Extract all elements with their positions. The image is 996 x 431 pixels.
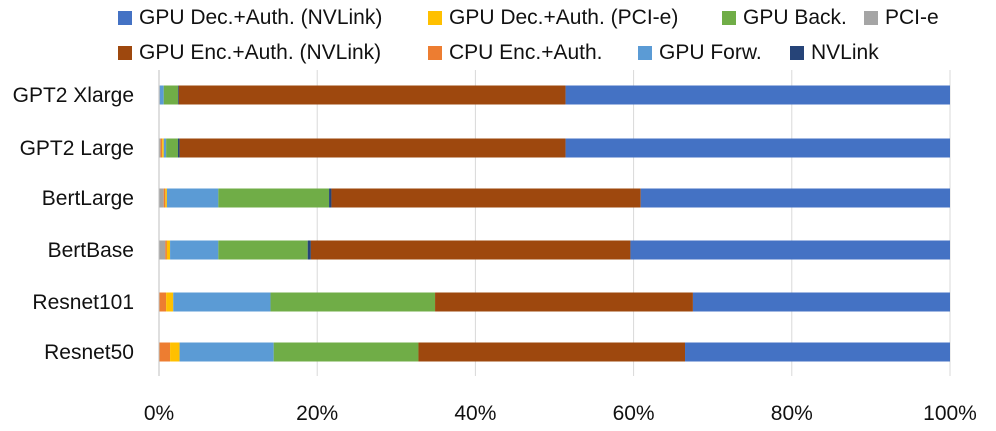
bar-segment-gpu-enc-auth-nvlink [310, 240, 631, 260]
x-tick-label: 100% [923, 402, 977, 425]
legend-item-gpu-enc-auth-nvlink: GPU Enc.+Auth. (NVLink) [118, 40, 381, 66]
y-tick-label: Resnet101 [32, 291, 134, 314]
bar-segment-gpu-back [273, 342, 419, 362]
bar-segment-nvlink [329, 188, 332, 208]
legend-swatch [428, 46, 442, 60]
legend-label: PCI-e [885, 6, 939, 29]
bar-segment-gpu-enc-auth-nvlink [331, 188, 641, 208]
legend-swatch [722, 11, 736, 25]
chart-legend: GPU Dec.+Auth. (NVLink) GPU Dec.+Auth. (P… [0, 0, 996, 70]
y-tick-label: Resnet50 [44, 341, 134, 364]
x-tick-label: 0% [144, 402, 174, 425]
bar-segment-gpu-enc-auth-nvlink [179, 138, 566, 158]
legend-item-gpu-forw: GPU Forw. [638, 40, 762, 66]
bar-segment-gpu-back [163, 85, 178, 105]
bar-segment-gpu-dec-auth-pci-e [166, 240, 171, 260]
bar-segment-gpu-forw [166, 188, 219, 208]
bar-segment-gpu-forw [159, 85, 164, 105]
y-tick-label: BertBase [48, 239, 134, 262]
bar-segment-gpu-back [218, 188, 330, 208]
legend-swatch [790, 46, 804, 60]
bar-segment-gpu-dec-auth-pci-e [162, 138, 164, 158]
bar-segment-gpu-forw [179, 342, 274, 362]
legend-item-gpu-back: GPU Back. [722, 5, 847, 31]
legend-label: GPU Enc.+Auth. (NVLink) [139, 41, 382, 64]
bar-segment-cpu-enc-auth [159, 292, 167, 312]
x-tick-label: 20% [296, 402, 338, 425]
bar-segment-gpu-back [166, 138, 178, 158]
legend-item-gpu-dec-auth-nvlink: GPU Dec.+Auth. (NVLink) [118, 5, 382, 31]
bar-segment-gpu-dec-auth-pci-e [166, 292, 174, 312]
bar-segment-cpu-enc-auth [159, 342, 171, 362]
y-tick-label: GPT2 Xlarge [13, 84, 134, 107]
legend-label: GPU Forw. [659, 41, 762, 64]
legend-label: GPU Back. [743, 6, 847, 29]
bar-segment-gpu-enc-auth-nvlink [178, 85, 566, 105]
bar-segment-cpu-enc-auth [165, 240, 167, 260]
x-tick-label: 60% [613, 402, 655, 425]
bar-segment-nvlink [307, 240, 311, 260]
bar-segment-gpu-dec-auth-nvlink [640, 188, 950, 208]
legend-label: GPU Dec.+Auth. (PCI-e) [449, 6, 679, 29]
legend-swatch [428, 11, 442, 25]
bar-segment-pci-e [159, 240, 166, 260]
legend-item-pci-e: PCI-e [864, 5, 939, 31]
legend-item-gpu-dec-auth-pci-e: GPU Dec.+Auth. (PCI-e) [428, 5, 678, 31]
bar-segment-nvlink [177, 138, 180, 158]
bar-segment-gpu-dec-auth-pci-e [170, 342, 180, 362]
bar-segment-gpu-enc-auth-nvlink [418, 342, 686, 362]
x-tick-label: 80% [771, 402, 813, 425]
bar-segment-cpu-enc-auth [163, 188, 166, 208]
legend-swatch [118, 46, 132, 60]
bar-segment-pci-e [159, 138, 161, 158]
bar-segment-nvlink [177, 85, 179, 105]
legend-swatch [864, 11, 878, 25]
y-tick-label: BertLarge [42, 187, 134, 210]
bar-segment-gpu-dec-auth-nvlink [630, 240, 950, 260]
bar-segment-gpu-dec-auth-nvlink [685, 342, 950, 362]
bar-segment-gpu-dec-auth-nvlink [565, 138, 950, 158]
legend-item-nvlink: NVLink [790, 40, 879, 66]
bar-segment-gpu-back [270, 292, 436, 312]
legend-item-cpu-enc-auth: CPU Enc.+Auth. [428, 40, 603, 66]
bar-segment-pci-e [159, 188, 164, 208]
y-tick-label: GPT2 Large [20, 137, 134, 160]
legend-label: GPU Dec.+Auth. (NVLink) [139, 6, 383, 29]
legend-label: CPU Enc.+Auth. [449, 41, 603, 64]
bar-segment-gpu-forw [170, 240, 219, 260]
bar-segment-gpu-forw [163, 138, 167, 158]
bar-segment-gpu-dec-auth-nvlink [692, 292, 950, 312]
x-tick-label: 40% [454, 402, 496, 425]
bar-segment-gpu-enc-auth-nvlink [435, 292, 693, 312]
bar-segment-gpu-back [218, 240, 308, 260]
legend-swatch [638, 46, 652, 60]
legend-label: NVLink [811, 41, 879, 64]
bar-segment-gpu-dec-auth-pci-e [165, 188, 167, 208]
bar-segment-gpu-forw [173, 292, 271, 312]
legend-swatch [118, 11, 132, 25]
bar-segment-cpu-enc-auth [160, 138, 163, 158]
bar-segment-gpu-dec-auth-nvlink [565, 85, 950, 105]
